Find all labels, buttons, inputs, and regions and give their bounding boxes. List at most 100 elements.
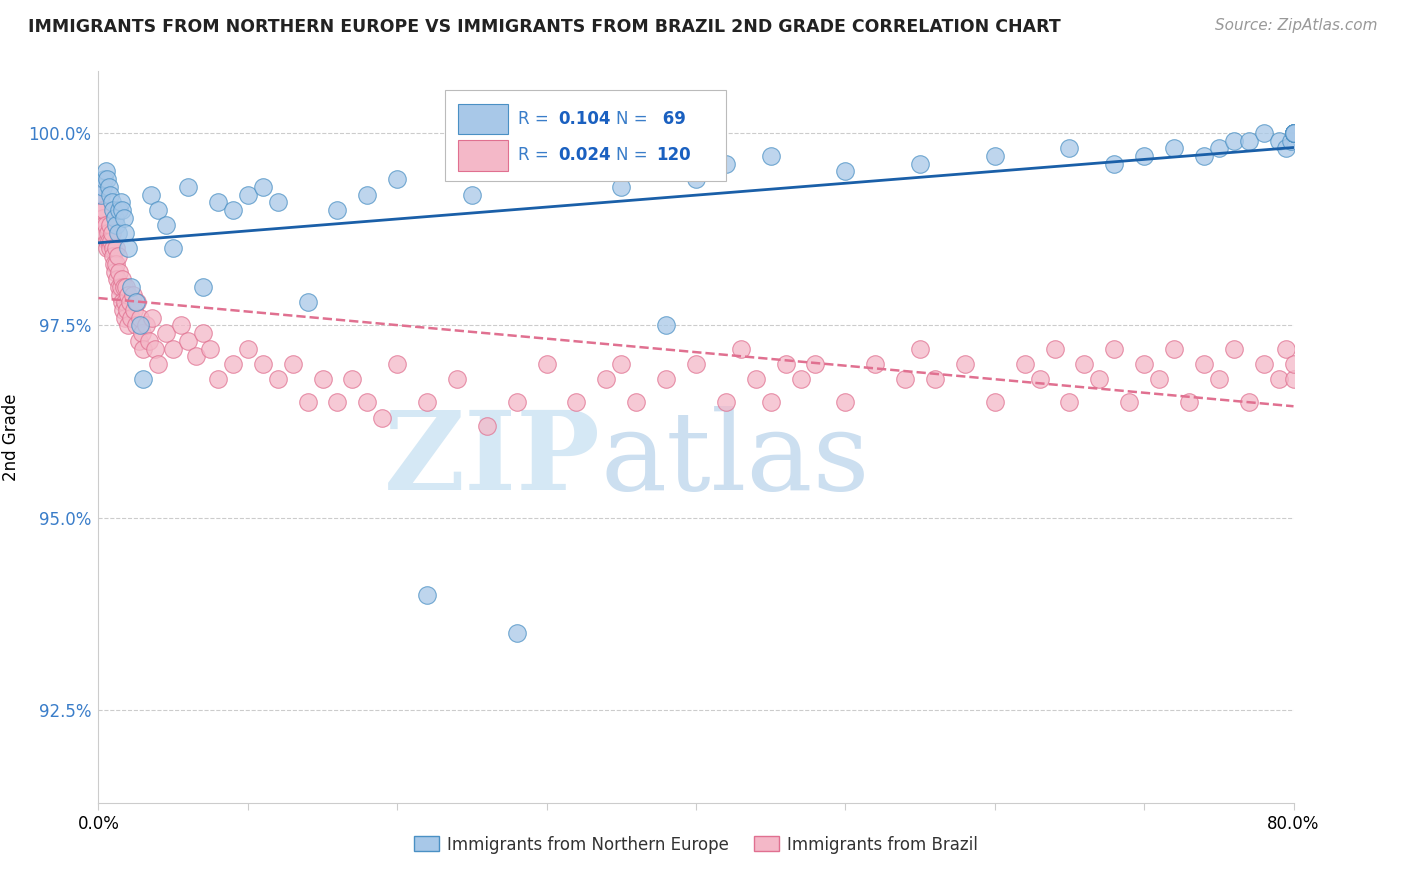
- Text: 69: 69: [657, 110, 685, 128]
- Point: [112, 280, 135, 294]
- Point: [120, 280, 142, 294]
- Point: [759, 149, 782, 163]
- Point: [91, 202, 114, 217]
- Point: [894, 372, 917, 386]
- Point: [342, 372, 364, 386]
- Point: [1043, 342, 1066, 356]
- Text: ZIP: ZIP: [384, 406, 600, 513]
- Point: [730, 342, 752, 356]
- Point: [110, 195, 132, 210]
- Point: [908, 157, 931, 171]
- Point: [610, 357, 633, 371]
- Point: [385, 357, 409, 371]
- Point: [98, 219, 121, 233]
- Point: [1237, 395, 1260, 409]
- Point: [117, 287, 139, 301]
- Point: [143, 342, 166, 356]
- Point: [984, 149, 1007, 163]
- Point: [155, 219, 177, 233]
- Point: [595, 372, 617, 386]
- Point: [1275, 342, 1298, 356]
- Point: [105, 257, 128, 271]
- Point: [111, 202, 134, 217]
- Point: [953, 357, 976, 371]
- Point: [1028, 372, 1050, 386]
- Point: [297, 395, 319, 409]
- Point: [90, 195, 112, 210]
- Point: [120, 310, 142, 325]
- Y-axis label: 2nd Grade: 2nd Grade: [3, 393, 20, 481]
- Point: [103, 257, 125, 271]
- Point: [1267, 372, 1289, 386]
- Point: [115, 303, 138, 318]
- Point: [103, 202, 125, 217]
- Text: Source: ZipAtlas.com: Source: ZipAtlas.com: [1215, 18, 1378, 33]
- Point: [148, 202, 170, 217]
- Point: [565, 395, 588, 409]
- Point: [124, 303, 146, 318]
- Point: [1147, 372, 1170, 386]
- Point: [506, 395, 529, 409]
- Point: [536, 357, 558, 371]
- Point: [112, 211, 135, 225]
- Point: [1104, 342, 1126, 356]
- Point: [110, 295, 132, 310]
- Point: [191, 280, 214, 294]
- Point: [162, 242, 184, 256]
- Point: [610, 179, 633, 194]
- Point: [129, 310, 152, 325]
- Point: [207, 195, 229, 210]
- Point: [759, 395, 782, 409]
- Point: [125, 318, 148, 333]
- Point: [714, 157, 737, 171]
- Point: [1282, 372, 1305, 386]
- Point: [685, 172, 707, 186]
- Point: [745, 372, 768, 386]
- Point: [267, 372, 290, 386]
- Point: [326, 202, 349, 217]
- Point: [115, 280, 138, 294]
- Point: [416, 588, 439, 602]
- Point: [908, 342, 931, 356]
- Point: [110, 280, 132, 294]
- Point: [475, 418, 498, 433]
- Point: [1282, 357, 1305, 371]
- Text: 0.104: 0.104: [558, 110, 612, 128]
- Point: [326, 395, 349, 409]
- Text: N =: N =: [616, 110, 652, 128]
- Point: [385, 172, 409, 186]
- Point: [111, 272, 134, 286]
- Point: [93, 202, 115, 217]
- Point: [1282, 126, 1305, 140]
- Point: [105, 272, 128, 286]
- Point: [236, 187, 259, 202]
- Point: [1088, 372, 1111, 386]
- Point: [101, 226, 124, 240]
- Point: [1163, 342, 1185, 356]
- Point: [141, 310, 163, 325]
- Point: [297, 295, 319, 310]
- Point: [281, 357, 304, 371]
- Point: [1133, 357, 1156, 371]
- Point: [356, 187, 378, 202]
- Point: [91, 211, 114, 225]
- Point: [1208, 141, 1230, 155]
- Point: [371, 410, 394, 425]
- Text: R =: R =: [517, 146, 554, 164]
- Point: [207, 372, 229, 386]
- Point: [461, 187, 484, 202]
- Point: [1059, 141, 1081, 155]
- Point: [184, 349, 207, 363]
- Point: [131, 326, 153, 340]
- Point: [114, 295, 136, 310]
- Point: [132, 372, 155, 386]
- Point: [1282, 126, 1305, 140]
- Point: [1237, 134, 1260, 148]
- Point: [90, 187, 112, 202]
- Point: [655, 318, 678, 333]
- Point: [132, 342, 155, 356]
- Point: [655, 372, 678, 386]
- Point: [626, 395, 648, 409]
- Point: [97, 226, 120, 240]
- Point: [1275, 141, 1298, 155]
